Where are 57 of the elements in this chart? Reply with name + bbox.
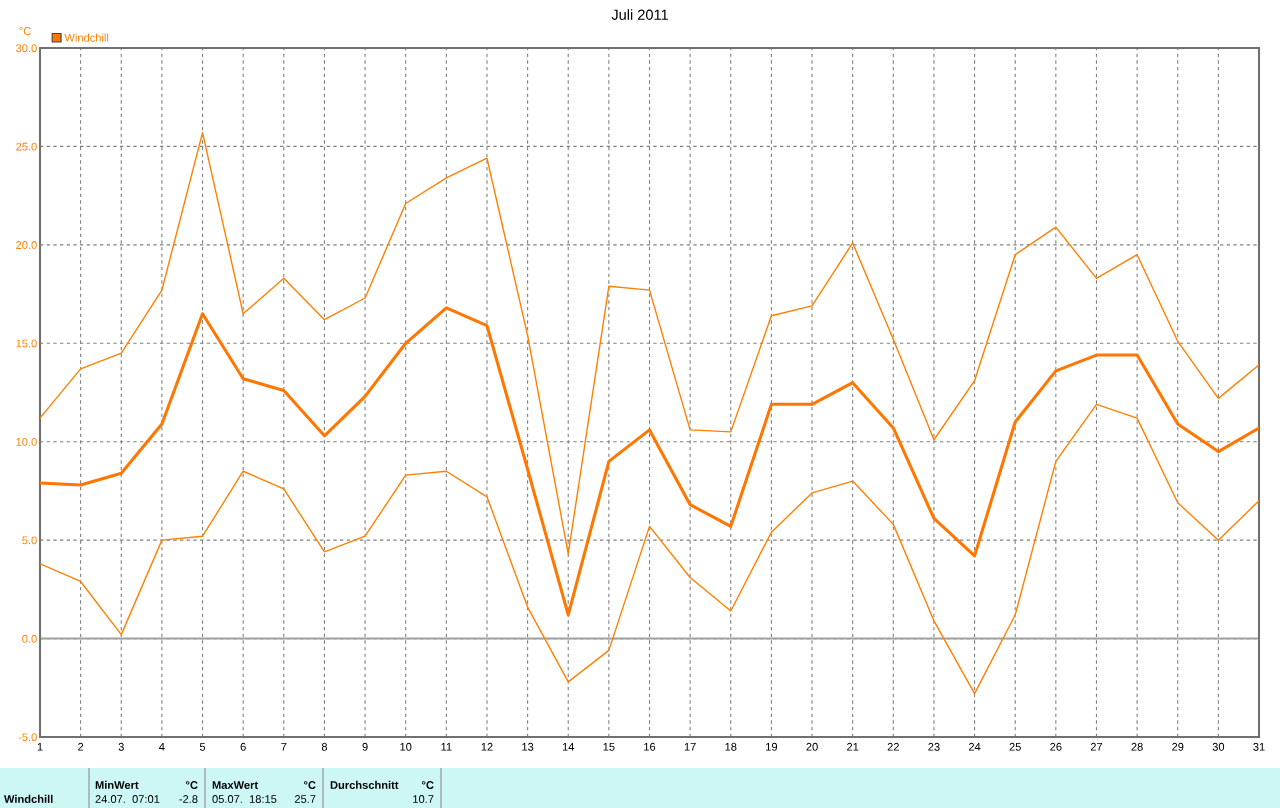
x-tick-label: 15 (603, 742, 615, 751)
x-tick-label: 20 (806, 742, 818, 751)
text: MaxWert (212, 781, 258, 789)
x-tick-label: 30 (1212, 742, 1225, 751)
text: MinWert (95, 780, 139, 789)
x-tick-label: 11 (441, 742, 452, 751)
x-tick-label: 7 (281, 742, 287, 751)
y-tick-label: 0.0 (22, 634, 37, 643)
text: 25.7 (294, 795, 316, 803)
y-tick-label: 5.0 (22, 536, 37, 545)
y-axis-title: °C (19, 27, 31, 35)
line-series (40, 306, 1259, 617)
x-tick-label: 10 (400, 742, 412, 751)
x-tick-label: 17 (684, 742, 696, 751)
text: 05.07. 18:15 (212, 795, 277, 803)
line-series (40, 403, 1259, 695)
y-tick-label: 25.0 (16, 142, 37, 151)
x-tick-label: 12 (481, 742, 493, 751)
x-tick-label: 8 (321, 742, 328, 751)
x-tick-label: 5 (199, 742, 206, 751)
x-tick-label: 18 (725, 742, 737, 751)
y-tick-label: -5.0 (18, 733, 37, 742)
x-tick-label: 24 (968, 742, 981, 751)
x-tick-label: 25 (1009, 742, 1021, 751)
x-tick-label: 13 (522, 742, 534, 751)
x-tick-label: 19 (766, 742, 778, 751)
text: Durchschnitt (330, 780, 399, 789)
x-tick-label: 23 (928, 742, 940, 751)
x-tick-label: 1 (37, 742, 43, 751)
x-tick-label: 31 (1253, 742, 1265, 751)
text: °C (186, 781, 198, 789)
x-tick-label: 16 (644, 742, 656, 751)
y-tick-label: 30.0 (16, 44, 37, 53)
y-tick-label: 20.0 (16, 241, 37, 249)
text: °C (304, 781, 316, 789)
text: Windchill (4, 794, 53, 803)
text: -2.8 (179, 795, 198, 803)
x-tick-label: 14 (562, 742, 575, 751)
x-tick-label: 9 (362, 742, 368, 751)
chart-title: Juli 2011 (611, 9, 668, 20)
text: 10.7 (413, 795, 434, 803)
line-series (40, 131, 1259, 555)
x-tick-label: 27 (1090, 742, 1103, 751)
legend-label: Windchill (64, 33, 109, 42)
x-tick-label: 21 (847, 742, 859, 751)
text: °C (422, 781, 434, 789)
x-tick-label: 22 (887, 742, 899, 751)
x-tick-label: 6 (240, 742, 246, 751)
x-tick-label: 3 (118, 742, 124, 751)
text: 24.07. 07:01 (95, 795, 160, 803)
x-tick-label: 26 (1050, 742, 1062, 751)
x-tick-label: 29 (1172, 742, 1184, 751)
y-tick-label: 10.0 (16, 437, 37, 446)
x-tick-label: 28 (1131, 742, 1143, 751)
x-tick-label: 2 (78, 742, 84, 751)
x-tick-label: 4 (159, 742, 165, 751)
y-tick-label: 15.0 (16, 339, 37, 348)
